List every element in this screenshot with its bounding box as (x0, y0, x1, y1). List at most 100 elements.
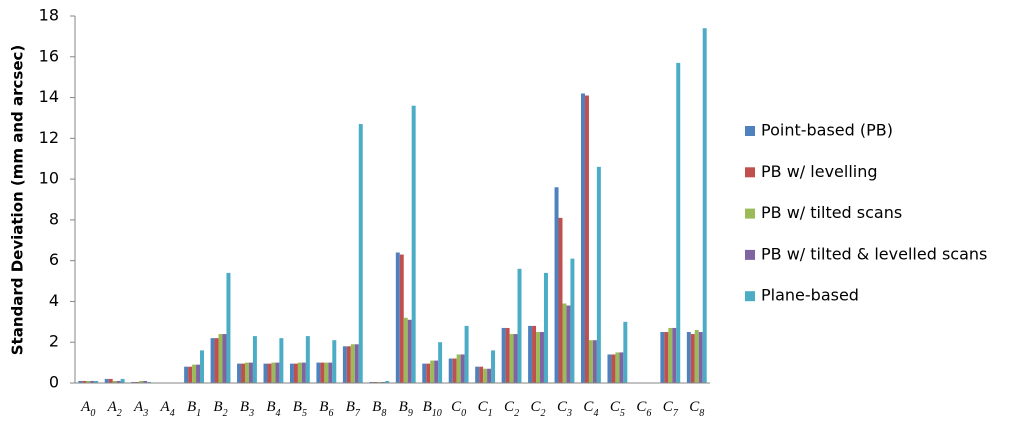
bar (263, 363, 268, 383)
x-tick-label-base: C (451, 399, 462, 415)
bar (267, 363, 272, 383)
bar (210, 338, 215, 383)
bar (120, 378, 125, 383)
x-tick-label: B5 (293, 399, 307, 419)
bar (78, 380, 83, 383)
bar (588, 340, 593, 383)
legend-label: PB w/ tilted scans (761, 203, 902, 222)
legend-label: Plane-based (761, 286, 859, 305)
x-tick-label-sub: 4 (276, 408, 281, 419)
legend-swatch (745, 167, 755, 178)
y-tick-label: 8 (49, 209, 59, 228)
bar (244, 362, 249, 383)
x-tick-label-sub: 3 (248, 408, 254, 419)
bar (346, 346, 351, 383)
bar (509, 334, 514, 383)
bar (528, 325, 533, 383)
x-tick-label: B3 (240, 399, 254, 419)
bar (94, 380, 99, 383)
bar (479, 366, 484, 383)
bar (342, 346, 347, 383)
bar (407, 319, 412, 383)
bar (369, 381, 374, 383)
x-tick-label: B9 (399, 399, 413, 419)
bar (104, 378, 109, 383)
x-tick-label-sub: 1 (488, 408, 493, 419)
x-tick-label: B4 (266, 399, 280, 419)
bar (517, 268, 522, 383)
legend-swatch (745, 291, 755, 302)
x-tick-label: B1 (187, 399, 201, 419)
bar (607, 354, 612, 383)
x-tick-label-sub: 8 (381, 408, 386, 419)
bar (430, 360, 435, 383)
bar (316, 362, 321, 383)
bar (501, 327, 506, 383)
legend-swatch (745, 126, 755, 136)
x-tick-label: B6 (319, 399, 333, 419)
y-tick-label: 14 (39, 87, 59, 106)
bar (619, 352, 624, 383)
x-tick-label-base: B (266, 399, 275, 415)
bar (543, 272, 548, 383)
x-tick-label: C1 (478, 399, 493, 419)
x-tick-label-base: B (293, 399, 302, 415)
x-tick-label-base: C (557, 399, 568, 415)
bar (131, 381, 136, 383)
x-tick-label: A2 (107, 399, 122, 419)
x-tick-label-sub: 3 (142, 408, 148, 419)
bar (456, 354, 461, 383)
bar (403, 317, 408, 383)
x-tick-label-sub: 2 (514, 408, 519, 419)
bar (566, 305, 571, 383)
bar (483, 368, 488, 383)
bar (188, 366, 193, 383)
bar (222, 334, 227, 383)
bar (350, 344, 355, 383)
x-tick-label-base: C (478, 399, 489, 415)
x-tick-label: C8 (689, 399, 704, 419)
bar (385, 380, 390, 383)
bar (422, 363, 427, 383)
bar (611, 354, 616, 383)
x-tick-label: C0 (451, 399, 466, 419)
y-tick-label: 2 (49, 332, 59, 351)
bar (252, 336, 257, 383)
x-tick-label: C3 (557, 399, 572, 419)
bar (672, 327, 677, 383)
bar (676, 62, 681, 384)
bar (426, 363, 431, 383)
bar (615, 352, 620, 383)
bar (460, 354, 465, 383)
bar (487, 368, 492, 383)
x-tick-label: B7 (346, 399, 361, 419)
x-tick-label: B8 (372, 399, 386, 419)
x-tick-label-base: B (423, 399, 432, 415)
bar (297, 362, 302, 383)
bar (139, 380, 144, 383)
bar (248, 362, 253, 383)
x-tick-label-sub: 2 (117, 408, 122, 419)
bar (464, 325, 469, 383)
x-tick-label-base: B (319, 399, 328, 415)
bar (558, 217, 563, 383)
bar (581, 93, 585, 383)
bar (377, 381, 382, 383)
bar (332, 340, 337, 383)
bar (293, 363, 298, 383)
bar (275, 362, 280, 383)
x-tick-label: C2 (504, 399, 519, 419)
x-tick-label-base: A (133, 399, 144, 415)
bar (698, 332, 703, 383)
x-tick-label-sub: 0 (461, 408, 466, 419)
bar (320, 362, 325, 383)
bar (623, 321, 628, 383)
bar (475, 366, 480, 383)
x-tick-label-base: C (636, 399, 647, 415)
bar (395, 252, 400, 383)
x-tick-label: C5 (610, 399, 625, 419)
bar (289, 363, 294, 383)
bar (305, 336, 310, 383)
bar (452, 358, 457, 383)
